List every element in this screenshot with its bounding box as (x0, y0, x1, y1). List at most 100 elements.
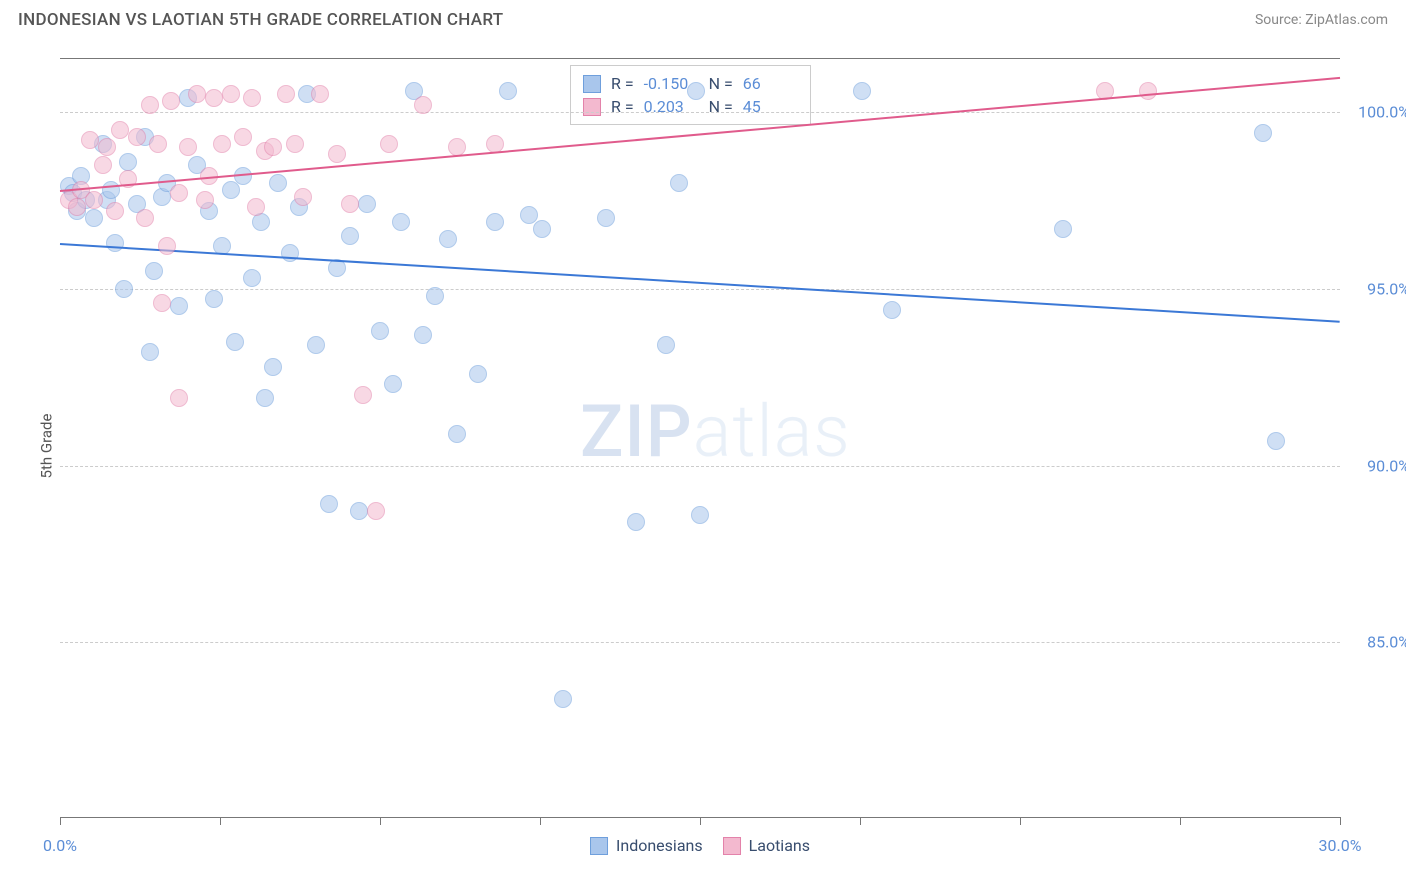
chart-source: Source: ZipAtlas.com (1255, 12, 1388, 28)
n-value: 45 (743, 97, 798, 116)
scatter-point (205, 89, 223, 107)
watermark: ZIPatlas (580, 389, 851, 474)
scatter-point (350, 502, 368, 520)
x-tick (1340, 817, 1341, 825)
y-tick-label: 85.0% (1367, 633, 1406, 652)
x-tick (60, 817, 61, 825)
legend-label: Indonesians (616, 836, 703, 855)
scatter-point (264, 358, 282, 376)
scatter-point (533, 220, 551, 238)
n-value: 66 (743, 74, 798, 93)
scatter-point (354, 386, 372, 404)
x-tick (380, 817, 381, 825)
scatter-point (170, 297, 188, 315)
scatter-point (439, 230, 457, 248)
scatter-point (68, 198, 86, 216)
x-tick-label: 30.0% (1319, 836, 1362, 855)
legend-swatch (723, 837, 741, 855)
scatter-point (286, 135, 304, 153)
scatter-point (281, 244, 299, 262)
n-label: N = (709, 74, 733, 93)
scatter-point (384, 375, 402, 393)
legend-item: Laotians (723, 836, 810, 855)
scatter-point (106, 202, 124, 220)
scatter-point (226, 333, 244, 351)
scatter-point (657, 336, 675, 354)
scatter-point (136, 209, 154, 227)
scatter-point (448, 425, 466, 443)
scatter-point (269, 174, 287, 192)
gridline-h (60, 289, 1340, 290)
scatter-point (243, 89, 261, 107)
scatter-point (222, 181, 240, 199)
scatter-point (414, 326, 432, 344)
scatter-point (371, 322, 389, 340)
x-tick (540, 817, 541, 825)
scatter-point (341, 227, 359, 245)
n-label: N = (709, 97, 733, 116)
series-legend: Indonesians Laotians (590, 836, 810, 855)
scatter-point (94, 156, 112, 174)
scatter-point (380, 135, 398, 153)
scatter-point (162, 92, 180, 110)
x-tick (220, 817, 221, 825)
scatter-point (367, 502, 385, 520)
scatter-point (853, 82, 871, 100)
scatter-point (311, 85, 329, 103)
scatter-point (883, 301, 901, 319)
r-label: R = (611, 97, 634, 116)
scatter-point (358, 195, 376, 213)
scatter-point (102, 181, 120, 199)
scatter-point (469, 365, 487, 383)
watermark-atlas: atlas (693, 389, 851, 474)
scatter-point (170, 184, 188, 202)
x-tick (700, 817, 701, 825)
scatter-point (115, 280, 133, 298)
scatter-point (486, 213, 504, 231)
scatter-point (247, 198, 265, 216)
scatter-point (145, 262, 163, 280)
r-label: R = (611, 74, 634, 93)
scatter-point (85, 209, 103, 227)
legend-item: Indonesians (590, 836, 703, 855)
x-tick (1180, 817, 1181, 825)
scatter-point (179, 138, 197, 156)
scatter-point (213, 135, 231, 153)
scatter-point (196, 191, 214, 209)
scatter-point (597, 209, 615, 227)
scatter-point (1139, 82, 1157, 100)
watermark-zip: ZIP (580, 389, 693, 474)
scatter-point (691, 506, 709, 524)
scatter-point (1254, 124, 1272, 142)
scatter-point (205, 290, 223, 308)
x-tick (860, 817, 861, 825)
scatter-point (158, 237, 176, 255)
scatter-point (414, 96, 432, 114)
scatter-point (670, 174, 688, 192)
chart-title: INDONESIAN VS LAOTIAN 5TH GRADE CORRELAT… (18, 10, 503, 30)
legend-label: Laotians (749, 836, 810, 855)
scatter-point (627, 513, 645, 531)
y-tick-label: 90.0% (1367, 456, 1406, 475)
chart-header: INDONESIAN VS LAOTIAN 5TH GRADE CORRELAT… (0, 0, 1406, 35)
gridline-h (60, 642, 1340, 643)
scatter-point (243, 269, 261, 287)
scatter-point (98, 138, 116, 156)
scatter-point (294, 188, 312, 206)
scatter-point (264, 138, 282, 156)
scatter-point (1054, 220, 1072, 238)
scatter-point (426, 287, 444, 305)
scatter-point (188, 85, 206, 103)
scatter-point (141, 96, 159, 114)
scatter-point (106, 234, 124, 252)
x-tick-label: 0.0% (43, 836, 77, 855)
scatter-point (119, 153, 137, 171)
scatter-point (153, 294, 171, 312)
scatter-point (128, 128, 146, 146)
scatter-point (307, 336, 325, 354)
scatter-point (341, 195, 359, 213)
scatter-point (328, 145, 346, 163)
legend-swatch (590, 837, 608, 855)
scatter-point (687, 82, 705, 100)
y-axis-label: 5th Grade (37, 414, 55, 479)
